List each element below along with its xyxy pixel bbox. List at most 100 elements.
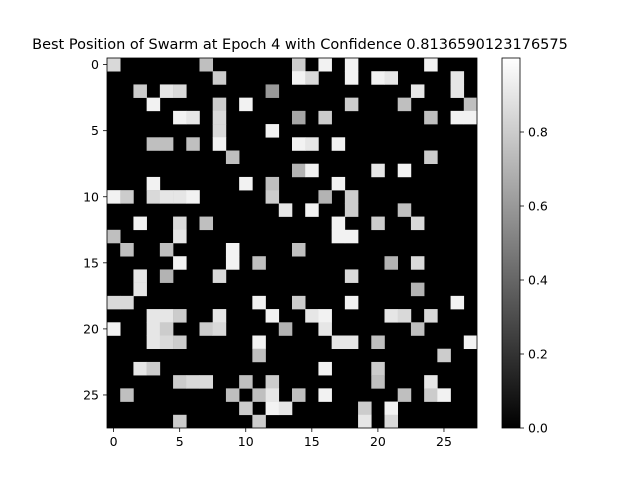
heatmap-cell (331, 137, 346, 151)
x-tick-label: 20 (370, 434, 386, 449)
heatmap-cell (212, 97, 227, 112)
heatmap-cell (173, 110, 187, 125)
heatmap-cell (133, 282, 147, 297)
heatmap-cell (331, 176, 346, 191)
y-axis-ticks: 0 5 10 15 20 25 (83, 57, 107, 402)
heatmap-cell (265, 190, 280, 204)
heatmap-cell (358, 401, 372, 416)
heatmap-cell (410, 216, 425, 231)
heatmap-cell (397, 203, 412, 217)
heatmap-cell (173, 190, 187, 204)
heatmap-cell (318, 190, 332, 204)
heatmap-cell (305, 71, 319, 85)
y-tick-label: 5 (91, 123, 99, 138)
heatmap-cell (186, 110, 200, 125)
heatmap-cell (318, 361, 332, 376)
heatmap-cell (212, 71, 227, 85)
heatmap-cell (344, 229, 359, 244)
heatmap-cell (107, 322, 121, 336)
heatmap-cell (331, 216, 346, 231)
heatmap-cell (146, 322, 161, 336)
heatmap-cell (344, 97, 359, 112)
heatmap-cell (120, 388, 134, 402)
heatmap-cell (397, 97, 412, 112)
heatmap-cell (397, 163, 412, 178)
heatmap-cell (292, 243, 306, 257)
heatmap-cell (146, 335, 161, 350)
heatmap-cell (424, 110, 438, 125)
heatmap-cell (212, 137, 227, 151)
heatmap-cell (344, 71, 359, 85)
heatmap-cell (410, 84, 425, 98)
colorbar-tick-label: 0.8 (528, 125, 548, 140)
heatmap-cell (384, 401, 399, 416)
heatmap-cell (173, 309, 187, 323)
heatmap-cell (318, 309, 332, 323)
heatmap-cell (265, 124, 280, 138)
heatmap-cell (186, 137, 200, 151)
heatmap-cell (424, 388, 438, 402)
heatmap-cell (450, 84, 465, 98)
heatmap-cell (344, 269, 359, 283)
heatmap-cell (252, 256, 266, 270)
heatmap-cell (331, 335, 346, 350)
heatmap-cell (305, 309, 319, 323)
chart-title: Best Position of Swarm at Epoch 4 with C… (32, 37, 568, 53)
heatmap-cell (159, 84, 174, 98)
colorbar-tick-label: 0.2 (528, 347, 548, 362)
heatmap-cell (278, 322, 293, 336)
heatmap-cell (450, 110, 465, 125)
heatmap-cell (344, 335, 359, 350)
heatmap-cell (292, 295, 306, 310)
heatmap-cell (437, 388, 451, 402)
heatmap-cell (292, 71, 306, 85)
heatmap-cell (225, 256, 240, 270)
heatmap-cell (225, 388, 240, 402)
heatmap-cell (239, 176, 253, 191)
heatmap-cell (252, 348, 266, 363)
heatmap-cell (159, 335, 174, 350)
heatmap-cell (239, 401, 253, 416)
heatmap-cell (199, 216, 214, 231)
heatmap-cell (173, 84, 187, 98)
heatmap-cell (344, 295, 359, 310)
heatmap-cell (252, 414, 266, 429)
x-axis-ticks: 0 5 10 15 20 25 (110, 428, 452, 449)
heatmap-cell (159, 322, 174, 336)
heatmap-cell (265, 375, 280, 389)
heatmap-cell (305, 163, 319, 178)
x-tick-label: 0 (110, 434, 118, 449)
heatmap-cells (107, 58, 478, 429)
heatmap-cell (252, 295, 266, 310)
heatmap-cell (252, 335, 266, 350)
heatmap-cell (371, 335, 385, 350)
heatmap-cell (146, 137, 161, 151)
x-tick-label: 10 (238, 434, 254, 449)
heatmap-cell (239, 375, 253, 389)
heatmap-cell (318, 388, 332, 402)
heatmap-cell (120, 295, 134, 310)
heatmap-cell (186, 190, 200, 204)
heatmap-cell (371, 71, 385, 85)
heatmap-cell (292, 58, 306, 72)
heatmap-cell (371, 375, 385, 389)
heatmap-cell (212, 269, 227, 283)
heatmap-cell (318, 58, 332, 72)
y-tick-label: 0 (91, 57, 99, 72)
heatmap-cell (292, 388, 306, 402)
heatmap-cell (212, 110, 227, 125)
x-tick-label: 15 (304, 434, 320, 449)
heatmap-cell (265, 401, 280, 416)
heatmap-cell (133, 361, 147, 376)
colorbar-tick-label: 0.6 (528, 199, 548, 214)
heatmap-cell (159, 137, 174, 151)
heatmap-cell (146, 309, 161, 323)
heatmap-cell (133, 84, 147, 98)
heatmap-cell (159, 190, 174, 204)
heatmap-cell (133, 269, 147, 283)
heatmap-cell (331, 229, 346, 244)
heatmap-cell (199, 58, 214, 72)
heatmap-cell (397, 309, 412, 323)
heatmap-cell (278, 401, 293, 416)
